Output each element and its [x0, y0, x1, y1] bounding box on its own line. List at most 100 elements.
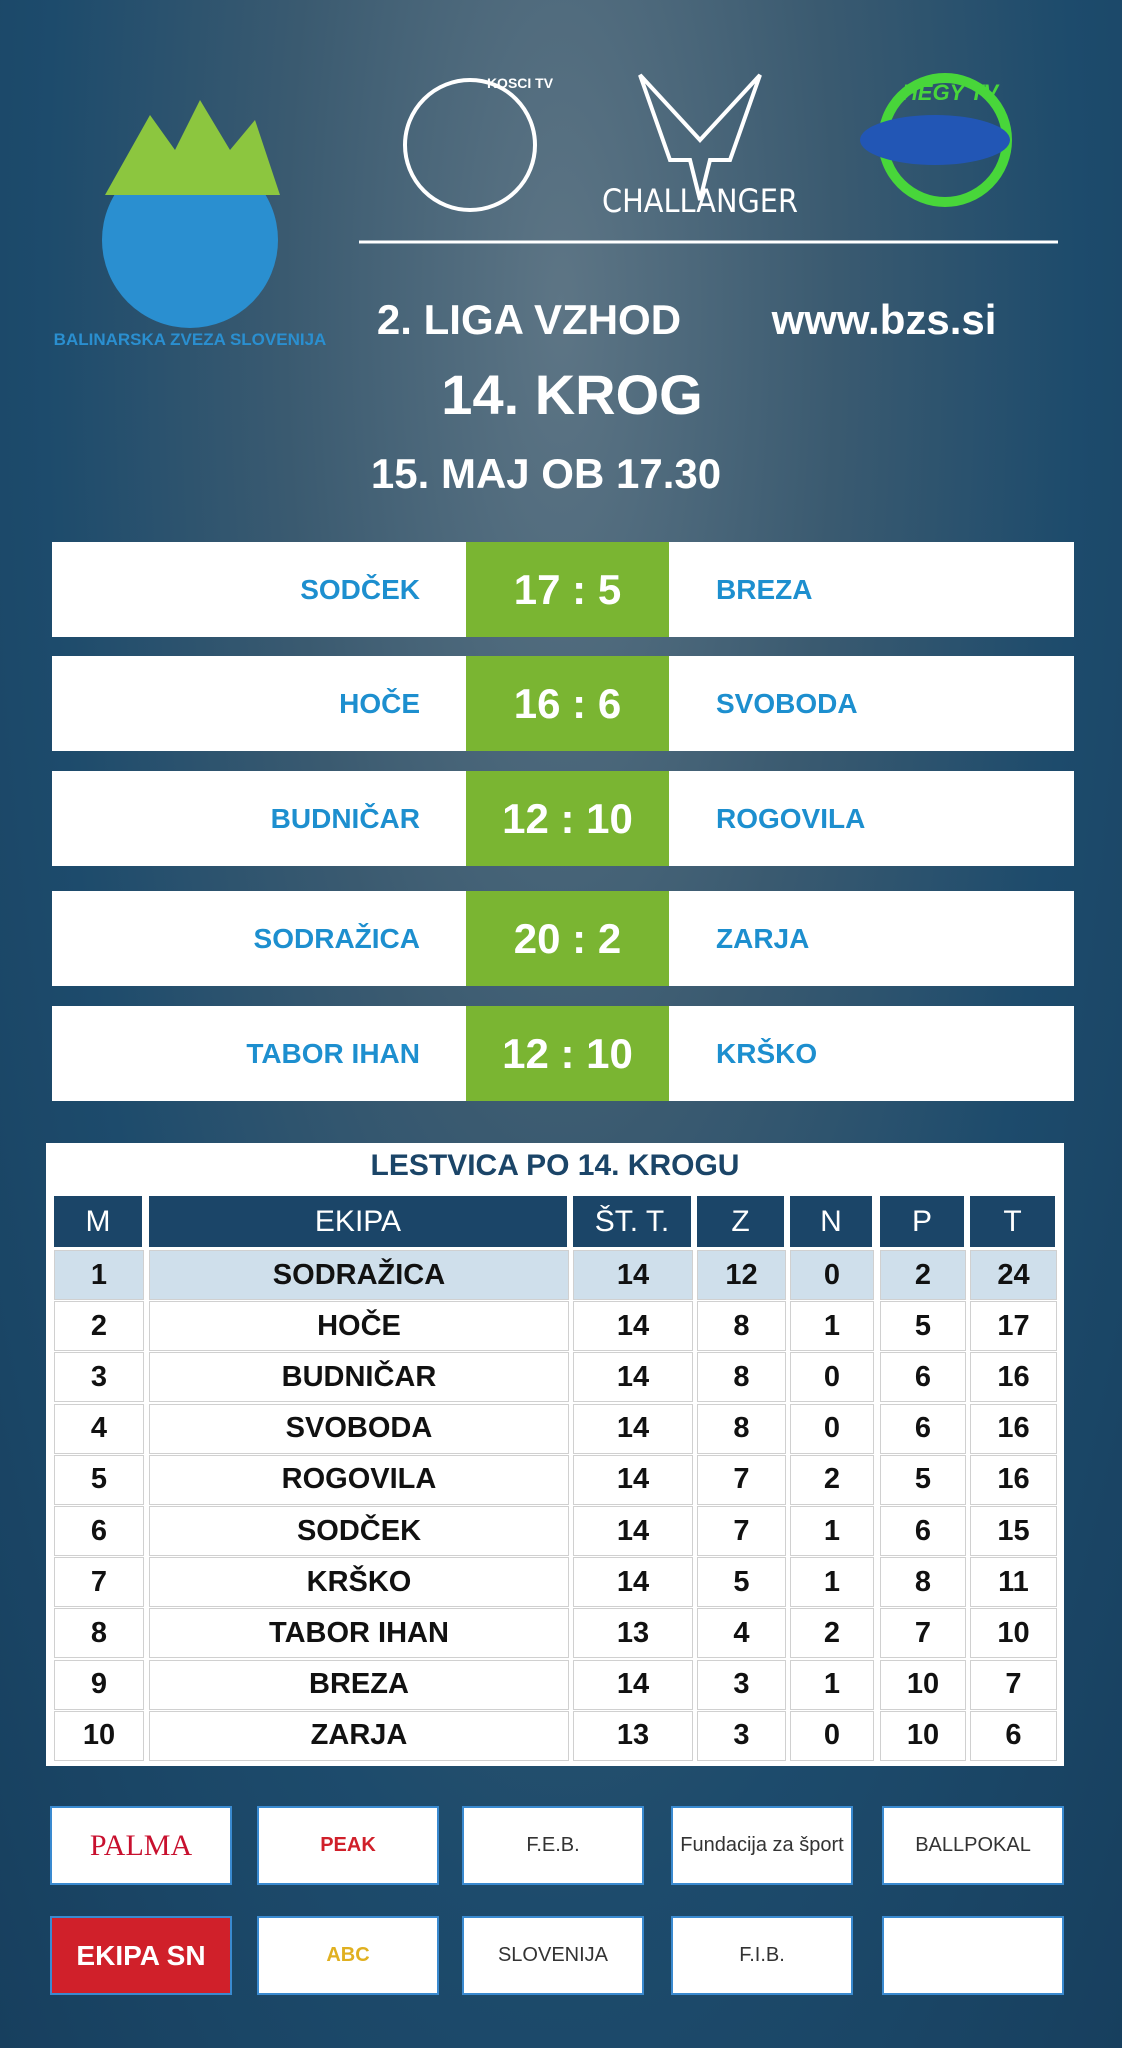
table-cell: 1	[790, 1557, 874, 1608]
table-cell: 6	[970, 1710, 1057, 1761]
logo-text: HEGY TV	[901, 80, 999, 105]
table-cell: 5	[880, 1454, 966, 1505]
score: 17 : 5	[466, 542, 669, 637]
table-cell: 2	[880, 1250, 966, 1300]
hegy-swoosh	[860, 115, 1010, 165]
table-cell: 13	[573, 1710, 693, 1761]
column-header: T	[970, 1196, 1055, 1247]
home-team: HOČE	[339, 687, 420, 719]
table-cell: 5	[54, 1454, 144, 1505]
date: 15. MAJ OB 17.30	[370, 450, 722, 497]
table-cell: ZARJA	[149, 1710, 569, 1761]
table-cell: 4	[697, 1608, 786, 1659]
table-cell: 1	[790, 1506, 874, 1556]
league: 2. LIGA VZHOD	[376, 296, 682, 343]
sponsor-logo: EKIPA SN	[50, 1916, 232, 1995]
logo-text: KOSCI TV	[486, 75, 554, 91]
table-cell: 3	[54, 1352, 144, 1403]
kosci-circle	[403, 78, 537, 212]
table-cell: 7	[697, 1454, 786, 1505]
table-cell: HOČE	[149, 1301, 569, 1352]
table-cell: 10	[970, 1608, 1057, 1659]
away-team: BREZA	[716, 573, 813, 605]
website: www.bzs.si	[771, 296, 997, 343]
table-cell: 14	[573, 1506, 693, 1556]
column-header: EKIPA	[149, 1196, 567, 1247]
table-cell: 15	[970, 1506, 1057, 1556]
home-team: BUDNIČAR	[270, 802, 420, 834]
table-cell: 24	[970, 1250, 1057, 1300]
table-cell: 16	[970, 1454, 1057, 1505]
table-cell: 0	[790, 1352, 874, 1403]
table-cell: 17	[970, 1301, 1057, 1352]
table-cell: 4	[54, 1403, 144, 1454]
match-row: TABOR IHAN 12 : 10 KRŠKO	[52, 1006, 1074, 1101]
score: 16 : 6	[466, 656, 669, 751]
table-cell: 2	[790, 1608, 874, 1659]
table-cell: TABOR IHAN	[149, 1608, 569, 1659]
column-header: M	[54, 1196, 142, 1247]
table-cell: 3	[697, 1659, 786, 1710]
table-cell: 2	[54, 1301, 144, 1352]
challanger-bird	[638, 73, 762, 201]
round: 14. KROG	[441, 363, 703, 426]
table-cell: 1	[54, 1250, 144, 1300]
table-cell: 10	[880, 1710, 966, 1761]
score: 12 : 10	[466, 1006, 669, 1101]
table-cell: BREZA	[149, 1659, 569, 1710]
table-cell: 5	[697, 1557, 786, 1608]
table-cell: 2	[790, 1454, 874, 1505]
table-cell: 8	[54, 1608, 144, 1659]
table-cell: 5	[880, 1301, 966, 1352]
table-cell: 3	[697, 1710, 786, 1761]
sponsor-logo: F.E.B.	[462, 1806, 644, 1885]
logo-art	[102, 73, 1058, 328]
table-cell: ROGOVILA	[149, 1454, 569, 1505]
table-cell: 8	[697, 1301, 786, 1352]
table-cell: 14	[573, 1250, 693, 1300]
table-cell: 7	[880, 1608, 966, 1659]
table-cell: 8	[697, 1403, 786, 1454]
table-cell: SODČEK	[149, 1506, 569, 1556]
away-team: KRŠKO	[716, 1037, 818, 1069]
table-cell: 8	[697, 1352, 786, 1403]
table-cell: 0	[790, 1403, 874, 1454]
score: 12 : 10	[466, 771, 669, 866]
table-cell: 14	[573, 1557, 693, 1608]
bzs-mountains	[105, 100, 280, 195]
match-row: SODRAŽICA 20 : 2 ZARJA	[52, 891, 1074, 986]
table-cell: 14	[573, 1454, 693, 1505]
standings-table: LESTVICA PO 14. KROGU M EKIPA ŠT. T. Z N P T 1 S…	[46, 1143, 1064, 1766]
table-cell: 10	[880, 1659, 966, 1710]
home-team: SODRAŽICA	[253, 922, 420, 954]
table-cell: 14	[573, 1403, 693, 1454]
table-cell: 6	[54, 1506, 144, 1556]
sponsor-logo	[882, 1916, 1064, 1995]
table-cell: 8	[880, 1557, 966, 1608]
sponsor-logo: PALMA	[50, 1806, 232, 1885]
match-row: BUDNIČAR 12 : 10 ROGOVILA	[52, 771, 1074, 866]
sponsor-logo: Fundacija za šport	[671, 1806, 853, 1885]
sponsor-logo: PEAK	[257, 1806, 439, 1885]
match-row: SODČEK 17 : 5 BREZA	[52, 542, 1074, 637]
away-team: ZARJA	[716, 922, 810, 954]
match-row: HOČE 16 : 6 SVOBODA	[52, 656, 1074, 751]
table-cell: 9	[54, 1659, 144, 1710]
table-cell: 7	[970, 1659, 1057, 1710]
table-cell: KRŠKO	[149, 1557, 569, 1608]
table-cell: 1	[790, 1659, 874, 1710]
table-cell: SVOBODA	[149, 1403, 569, 1454]
bzs-ball	[102, 152, 278, 328]
table-cell: 14	[573, 1301, 693, 1352]
table-cell: 13	[573, 1608, 693, 1659]
column-header: N	[790, 1196, 872, 1247]
table-cell: 0	[790, 1710, 874, 1761]
column-header: P	[880, 1196, 964, 1247]
table-cell: 6	[880, 1506, 966, 1556]
table-cell: SODRAŽICA	[149, 1250, 569, 1300]
column-header: Z	[697, 1196, 784, 1247]
logo-text: CHALLANGER	[602, 182, 798, 220]
table-cell: 7	[54, 1557, 144, 1608]
away-team: ROGOVILA	[716, 802, 866, 834]
